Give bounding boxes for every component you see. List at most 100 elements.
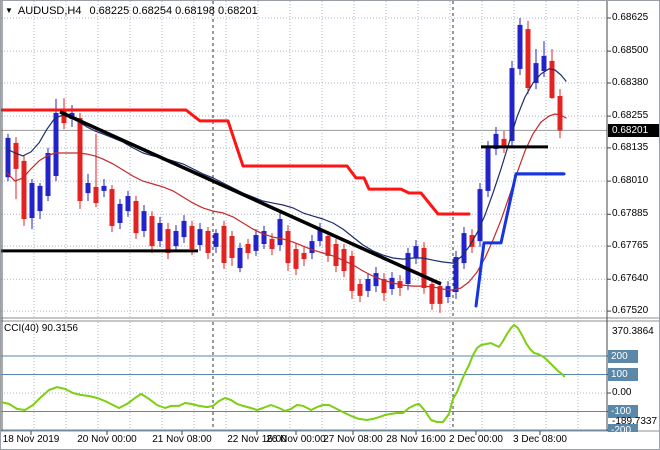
price-axis-label: 0.67640 bbox=[612, 273, 649, 284]
time-axis-label[interactable]: 28 Nov 16:00 bbox=[386, 434, 446, 445]
candle-body bbox=[421, 247, 427, 288]
candle-body bbox=[525, 29, 531, 89]
candle-body bbox=[253, 235, 259, 251]
time-axis-label[interactable]: 27 Nov 08:00 bbox=[323, 434, 383, 445]
time-axis-label[interactable]: 21 Nov 08:00 bbox=[152, 434, 212, 445]
candle-body bbox=[221, 225, 227, 263]
candle-body bbox=[333, 244, 339, 266]
cci-level-badge: 200 bbox=[608, 350, 638, 363]
candle-body bbox=[45, 153, 51, 196]
price-axis-label: 0.68010 bbox=[612, 175, 649, 186]
candle-body bbox=[285, 231, 291, 264]
candle-body bbox=[389, 277, 395, 289]
time-axis-label[interactable]: 18 Nov 2019 bbox=[2, 434, 60, 445]
price-axis-label: 0.68135 bbox=[612, 142, 649, 153]
candle-body bbox=[173, 231, 179, 247]
candle-body bbox=[181, 220, 187, 238]
cci-indicator-label: CCI(40) 90.3156 bbox=[4, 323, 78, 334]
candle-body bbox=[557, 96, 563, 131]
candle-body bbox=[125, 196, 131, 212]
candle-body bbox=[453, 257, 459, 292]
current-price-badge: 0.68201 bbox=[608, 124, 659, 137]
cci-max-label: 370.3864 bbox=[612, 326, 654, 337]
candle-body bbox=[149, 216, 155, 247]
candle-body bbox=[101, 185, 107, 191]
time-axis-label[interactable]: 20 Nov 00:00 bbox=[77, 434, 137, 445]
price-axis-label: 0.68625 bbox=[612, 12, 649, 23]
candle-body bbox=[133, 201, 139, 234]
candle-body bbox=[309, 241, 315, 253]
candle-body bbox=[429, 284, 435, 304]
candle-body bbox=[197, 229, 203, 245]
price-axis-label: 0.68255 bbox=[612, 110, 649, 121]
candle-body bbox=[37, 185, 43, 212]
time-axis-label[interactable]: 2 Dec 00:00 bbox=[449, 434, 503, 445]
candle-body bbox=[245, 244, 251, 253]
cci-level-badge: 100 bbox=[608, 368, 638, 381]
candle-body bbox=[533, 63, 539, 83]
candle-body bbox=[445, 286, 451, 297]
candle-body bbox=[381, 279, 387, 294]
candle-body bbox=[117, 203, 123, 223]
candle-body bbox=[357, 284, 363, 296]
candle-body bbox=[229, 236, 235, 258]
ma-slow-line bbox=[6, 113, 567, 291]
price-axis-label: 0.67520 bbox=[612, 305, 649, 316]
price-axis-label: 0.67765 bbox=[612, 240, 649, 251]
candle-body bbox=[517, 24, 523, 69]
time-axis-label[interactable]: 26 Nov 00:00 bbox=[266, 434, 326, 445]
symbol-dropdown-icon[interactable]: ▼ bbox=[5, 6, 13, 15]
candle-body bbox=[437, 286, 443, 304]
candle-body bbox=[157, 223, 163, 241]
candle-body bbox=[85, 183, 91, 194]
cci-zero-label: 0.00 bbox=[612, 387, 632, 398]
candle-body bbox=[301, 253, 307, 260]
price-axis-label: 0.68380 bbox=[612, 77, 649, 88]
candle-body bbox=[53, 112, 59, 176]
cci-line bbox=[1, 323, 565, 423]
candle-body bbox=[509, 68, 515, 141]
candle-body bbox=[5, 137, 11, 178]
candle-body bbox=[477, 189, 483, 242]
candle-body bbox=[485, 146, 491, 191]
candle-body bbox=[317, 229, 323, 241]
ohlc-values-label: 0.68225 0.68254 0.68198 0.68201 bbox=[89, 5, 258, 17]
candle-body bbox=[77, 118, 83, 201]
candle-body bbox=[413, 246, 419, 258]
candle-body bbox=[493, 133, 499, 149]
candle-body bbox=[365, 279, 371, 291]
candle-body bbox=[237, 247, 243, 269]
candle-body bbox=[501, 138, 507, 147]
candle-body bbox=[21, 160, 27, 219]
candle-body bbox=[541, 55, 547, 71]
candle-body bbox=[461, 233, 467, 264]
candle-body bbox=[549, 60, 555, 98]
time-axis-label[interactable]: 22 Nov 16:00 bbox=[227, 434, 287, 445]
cci-level-badge: -200 bbox=[608, 424, 638, 432]
candle-body bbox=[349, 255, 355, 291]
candle-body bbox=[141, 211, 147, 231]
candle-body bbox=[341, 249, 347, 271]
candle-body bbox=[261, 231, 267, 244]
candle-body bbox=[293, 249, 299, 269]
candle-body bbox=[93, 186, 99, 204]
candle-body bbox=[205, 231, 211, 253]
candle-body bbox=[109, 189, 115, 226]
trendline bbox=[59, 110, 442, 286]
candle-body bbox=[213, 233, 219, 247]
price-axis-label: 0.67885 bbox=[612, 208, 649, 219]
symbol-timeframe-label: AUDUSD,H4 bbox=[17, 5, 82, 17]
step-line-red bbox=[1, 108, 471, 216]
candle-body bbox=[165, 229, 171, 253]
step-line-blue bbox=[474, 172, 566, 308]
candle-body bbox=[373, 273, 379, 287]
time-axis-label[interactable]: 3 Dec 08:00 bbox=[513, 434, 567, 445]
chart-title: ▼ AUDUSD,H4 0.68225 0.68254 0.68198 0.6820… bbox=[5, 5, 258, 17]
cci-min-label: -189.7337 bbox=[612, 416, 658, 427]
candle-body bbox=[277, 219, 283, 245]
cci-value-label: 90.3156 bbox=[41, 323, 78, 334]
cci-name-label: CCI(40) bbox=[4, 323, 40, 334]
candle-body bbox=[189, 225, 195, 249]
